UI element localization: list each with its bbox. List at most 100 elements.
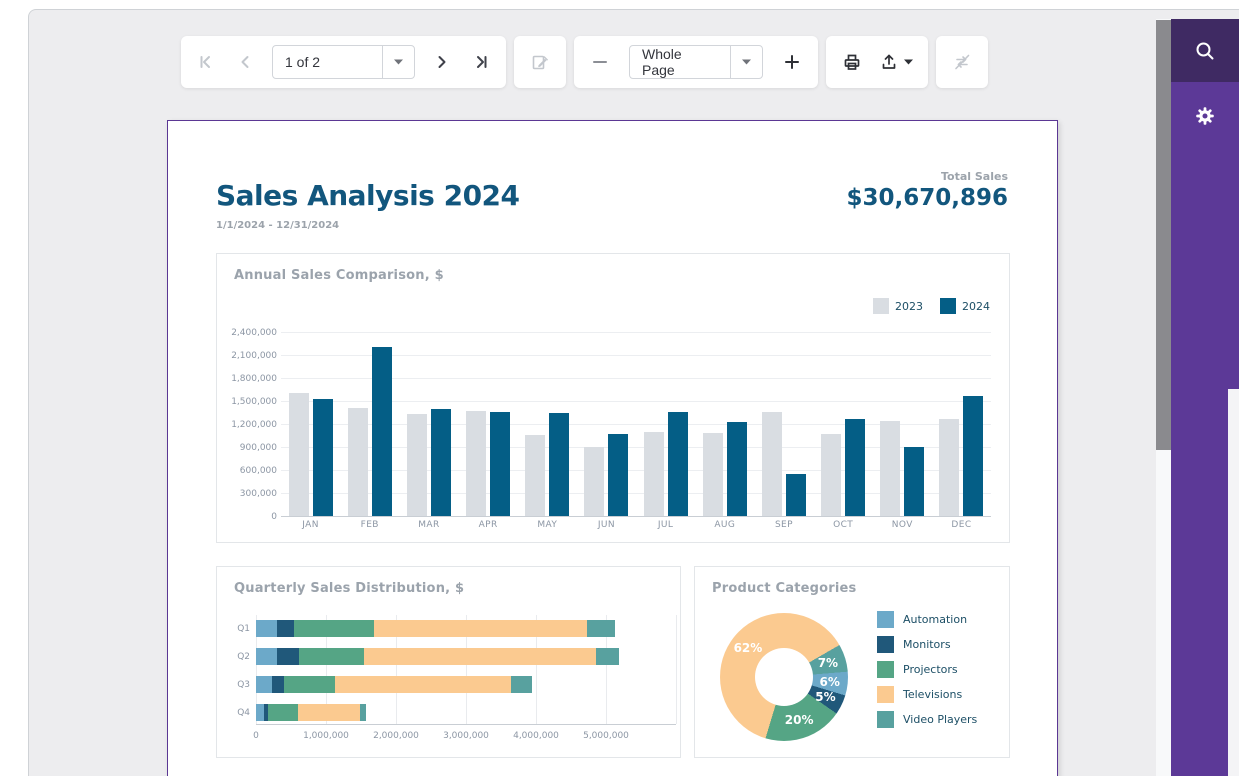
page-number-combobox[interactable]: 1 of 2 <box>272 45 415 79</box>
zoom-level-value: Whole Page <box>630 46 730 78</box>
bar-group <box>814 419 873 516</box>
multipage-toggle-button[interactable] <box>945 45 979 79</box>
legend-item-Video-Players: Video Players <box>877 711 977 728</box>
x-tick-label: 4,000,000 <box>513 731 559 741</box>
segment-Automation <box>256 676 272 693</box>
bar-group <box>695 422 754 516</box>
stacked-bar-Q3 <box>256 676 532 693</box>
y-tick-label: 1,500,000 <box>231 397 277 407</box>
x-tick-label: DEC <box>932 520 991 530</box>
chevron-down-icon <box>904 59 913 65</box>
legend-item-2023: 2023 <box>873 298 923 314</box>
bar-group <box>636 412 695 516</box>
sidebar-edge-strip <box>1228 389 1239 776</box>
y-tick-label: 1,200,000 <box>231 420 277 430</box>
y-tick-label: 2,100,000 <box>231 351 277 361</box>
last-page-button[interactable] <box>463 45 497 79</box>
zoom-level-combobox[interactable]: Whole Page <box>629 45 763 79</box>
stacked-bar-Q2 <box>256 648 619 665</box>
highlight-editing-button[interactable] <box>523 45 557 79</box>
segment-Televisions <box>335 676 511 693</box>
annual-legend: 20232024 <box>873 298 990 314</box>
next-page-button[interactable] <box>425 45 459 79</box>
x-tick-label: 5,000,000 <box>583 731 629 741</box>
segment-Monitors <box>272 676 284 693</box>
segment-Monitors <box>277 620 294 637</box>
report-viewer-surface: 1 of 2 <box>28 9 1239 776</box>
x-tick-label: 2,000,000 <box>373 731 419 741</box>
search-icon <box>1193 39 1217 63</box>
bar-group <box>281 393 340 516</box>
x-tick-label: JUN <box>577 520 636 530</box>
report-title: Sales Analysis 2024 <box>216 179 520 212</box>
total-sales-value: $30,670,896 <box>846 185 1008 211</box>
categories-donut-chart: 7%6%5%20%62% <box>720 613 848 741</box>
chevron-down-icon <box>394 59 403 65</box>
quarterly-x-axis: 01,000,0002,000,0003,000,0004,000,0005,0… <box>256 731 676 743</box>
x-tick-label: MAY <box>518 520 577 530</box>
zoom-out-button[interactable] <box>583 45 617 79</box>
bar-2023-AUG <box>703 433 723 516</box>
next-page-icon <box>432 52 452 72</box>
segment-Televisions <box>364 648 596 665</box>
y-tick-label: 900,000 <box>240 443 277 453</box>
annual-bars <box>281 332 991 516</box>
legend-swatch <box>940 298 956 314</box>
slice-label-Video-Players: 7% <box>818 656 838 670</box>
vertical-scrollbar-track[interactable] <box>1156 19 1171 776</box>
quarterly-chart-title: Quarterly Sales Distribution, $ <box>234 581 464 596</box>
quarterly-sales-chart-panel: Quarterly Sales Distribution, $ Q1Q2Q3Q4… <box>216 566 681 758</box>
export-button[interactable] <box>873 45 919 79</box>
segment-Automation <box>256 704 264 721</box>
x-tick-label: APR <box>459 520 518 530</box>
x-tick-label: AUG <box>695 520 754 530</box>
bar-2024-MAR <box>431 409 451 516</box>
categories-chart-title: Product Categories <box>712 581 856 596</box>
export-upload-icon <box>879 52 899 72</box>
report-page: Sales Analysis 2024 1/1/2024 - 12/31/202… <box>167 120 1058 776</box>
bar-2024-MAY <box>549 413 569 516</box>
bar-2023-FEB <box>348 408 368 516</box>
annual-plot-area <box>281 332 991 516</box>
legend-item-Automation: Automation <box>877 611 977 628</box>
bar-2023-DEC <box>939 419 959 516</box>
y-tick-label: Q1 <box>237 624 250 634</box>
legend-swatch <box>877 636 894 653</box>
segment-Video-Players <box>511 676 532 693</box>
segment-Video-Players <box>360 704 366 721</box>
zoom-level-dropdown-button[interactable] <box>730 46 762 78</box>
legend-swatch <box>877 711 894 728</box>
sidebar-tab-search[interactable] <box>1171 19 1239 82</box>
legend-label: Projectors <box>903 663 958 676</box>
bar-2024-DEC <box>963 396 983 516</box>
legend-label: Televisions <box>903 688 962 701</box>
zoom-in-button[interactable] <box>775 45 809 79</box>
bar-group <box>518 413 577 516</box>
slice-label-Monitors: 5% <box>815 690 835 704</box>
bar-group <box>340 347 399 516</box>
y-tick-label: 0 <box>271 512 277 522</box>
x-tick-label: 0 <box>253 731 259 741</box>
vertical-scrollbar-thumb[interactable] <box>1156 20 1171 450</box>
segment-Automation <box>256 648 277 665</box>
segment-Automation <box>256 620 277 637</box>
stacked-bar-Q4 <box>256 704 366 721</box>
x-tick-label: 3,000,000 <box>443 731 489 741</box>
quarterly-plot-area <box>256 615 676 725</box>
report-date-range: 1/1/2024 - 12/31/2024 <box>216 220 339 231</box>
bar-2024-OCT <box>845 419 865 516</box>
multipage-disabled-icon <box>952 52 972 72</box>
legend-swatch <box>877 686 894 703</box>
sidebar-tab-options[interactable] <box>1171 82 1239 150</box>
slice-label-Televisions: 62% <box>734 641 763 655</box>
gear-icon <box>1194 105 1216 127</box>
slice-label-Automation: 6% <box>820 675 840 689</box>
page-number-dropdown-button[interactable] <box>382 46 414 78</box>
previous-page-button[interactable] <box>228 45 262 79</box>
bar-group <box>754 412 813 516</box>
y-tick-label: 300,000 <box>240 489 277 499</box>
segment-Video-Players <box>596 648 619 665</box>
print-button[interactable] <box>835 45 869 79</box>
printer-icon <box>842 52 862 72</box>
first-page-button[interactable] <box>190 45 224 79</box>
